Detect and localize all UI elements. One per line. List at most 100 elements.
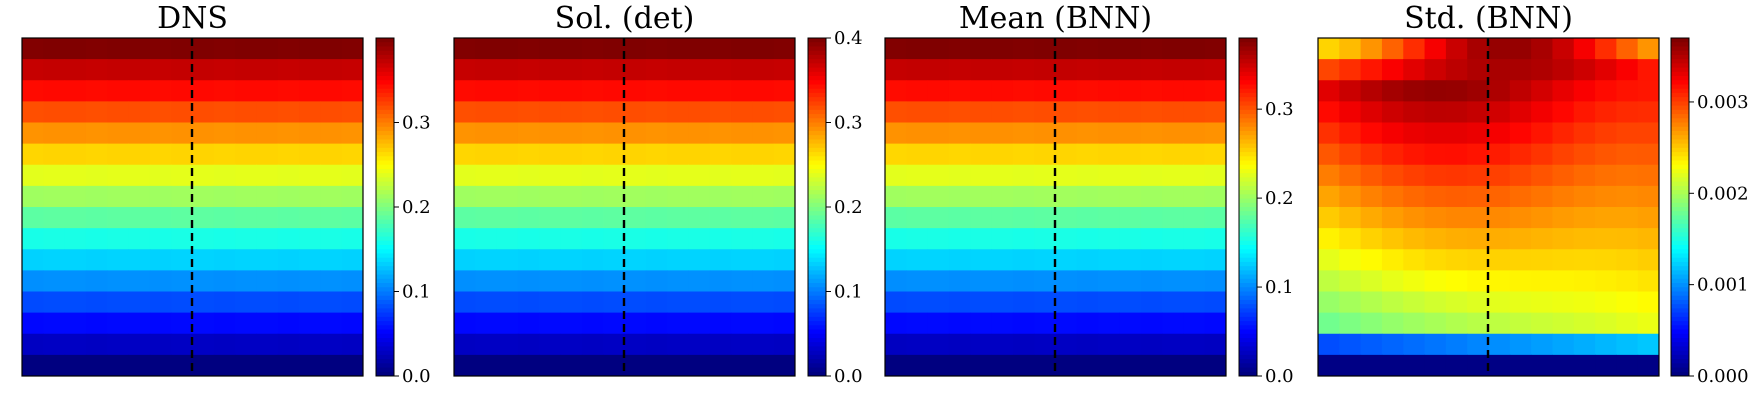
panel-1-cell (128, 228, 151, 250)
panel-1-cell (299, 80, 321, 102)
panel-1-cell (171, 185, 193, 208)
panel-4-cell (1573, 249, 1596, 271)
panel-1-cell (277, 354, 300, 377)
panel-4-colorbar-segment (1671, 135, 1689, 140)
panel-4-cell (1318, 207, 1340, 229)
panel-3-colorbar-segment (1239, 287, 1257, 292)
panel-2-cell (454, 354, 476, 377)
panel-2-cell (667, 312, 689, 335)
panel-2-cell (752, 249, 775, 271)
panel-2-cell (454, 164, 476, 187)
panel-3-colorbar-segment (1239, 283, 1257, 288)
panel-2-cell (688, 80, 711, 102)
panel-1-cell (43, 122, 66, 145)
panel-3-cell (1055, 143, 1078, 166)
panel-3-cell (1098, 228, 1120, 250)
panel-4-cell (1403, 80, 1426, 102)
panel-1-cell (256, 228, 279, 250)
panel-3-cell (1140, 185, 1163, 208)
panel-1-cell (85, 80, 108, 102)
panel-1-cell (277, 333, 300, 356)
panel-2-cell (752, 312, 775, 335)
panel-3-cell (1183, 333, 1206, 356)
panel-2-cell (560, 312, 583, 335)
panel-1-cell (22, 333, 44, 356)
panel-4-colorbar-segment (1671, 228, 1689, 233)
panel-4-cell (1509, 291, 1532, 314)
panel-3-cell (948, 312, 971, 335)
panel-1-cell (107, 354, 130, 377)
panel-3-cell (1204, 164, 1227, 187)
panel-4-cell (1360, 122, 1383, 145)
panel-2-cell (581, 270, 604, 292)
panel-2-colorbar-segment (808, 88, 826, 94)
panel-2-cell (709, 270, 732, 292)
panel-4-cell (1616, 228, 1639, 250)
panel-4-cell (1445, 143, 1468, 166)
panel-3-cell (906, 185, 929, 208)
panel-3-colorbar-segment (1239, 350, 1257, 356)
panel-2-cell (475, 207, 498, 229)
panel-1-cell (22, 228, 44, 250)
panel-2-colorbar-segment (808, 371, 826, 377)
panel-4-cell (1531, 249, 1553, 271)
panel-4-cell (1531, 354, 1553, 377)
panel-1-cell (320, 185, 343, 208)
panel-4-colorbar-segment (1671, 147, 1689, 153)
panel-2-cell (624, 101, 647, 123)
panel-2-cell (688, 101, 711, 123)
panel-3-cell (1098, 291, 1120, 314)
panel-4-colorbar-segment (1671, 232, 1689, 238)
panel-2-cell (475, 354, 498, 377)
panel-2-colorbar-segment (808, 76, 826, 81)
panel-2-cell (773, 333, 796, 356)
panel-1-cell (43, 101, 66, 123)
panel-1-cell (128, 122, 151, 145)
panel-4-cell (1445, 164, 1468, 187)
panel-1-cell (64, 207, 87, 229)
panel-2-cell (752, 333, 775, 356)
panel-4-cell (1595, 38, 1617, 60)
panel-1-cell (22, 312, 44, 335)
panel-2-cell (581, 333, 604, 356)
panel-4-cell (1531, 101, 1553, 123)
panel-1-cell (320, 101, 343, 123)
panel-1-cell (299, 185, 321, 208)
panel-1-cell (43, 207, 66, 229)
panel-3-colorbar-segment (1239, 194, 1257, 200)
panel-2-cell (645, 164, 668, 187)
panel-1-colorbar-segment (376, 354, 394, 360)
panel-4-cell (1637, 122, 1660, 145)
panel-1-cell (149, 59, 172, 81)
panel-4-cell (1424, 143, 1447, 166)
panel-1-cell (277, 164, 300, 187)
panel-1-cell (171, 249, 193, 271)
panel-4-colorbar-segment (1671, 63, 1689, 69)
panel-4-cell (1467, 185, 1489, 208)
panel-3-cell (1012, 38, 1035, 60)
panel-1-cell (277, 59, 300, 81)
panel-1-cell (64, 249, 87, 271)
panel-3-cell (1034, 164, 1056, 187)
panel-3-cell (927, 291, 950, 314)
panel-1-cell (64, 59, 87, 81)
panel-1-cell (256, 101, 279, 123)
panel-2-cell (475, 249, 498, 271)
panel-4-colorbar-segment (1671, 278, 1689, 284)
panel-2-cell (688, 164, 711, 187)
panel-2-cell (731, 291, 753, 314)
panel-2-cell (496, 143, 519, 166)
panel-4-cell (1339, 185, 1362, 208)
panel-2-colorbar-segment (808, 126, 826, 132)
panel-1-cell (64, 185, 87, 208)
panel-2-cell (475, 291, 498, 314)
panel-3-colorbar-segment (1239, 164, 1257, 170)
panel-1-cell (213, 249, 236, 271)
panel-2-colorbar-segment (808, 363, 826, 369)
panel-2-cell (709, 59, 732, 81)
panel-2-cell (475, 122, 498, 145)
panel-1-cell (107, 122, 130, 145)
panel-3-cell (885, 291, 907, 314)
panel-2-cell (603, 164, 625, 187)
